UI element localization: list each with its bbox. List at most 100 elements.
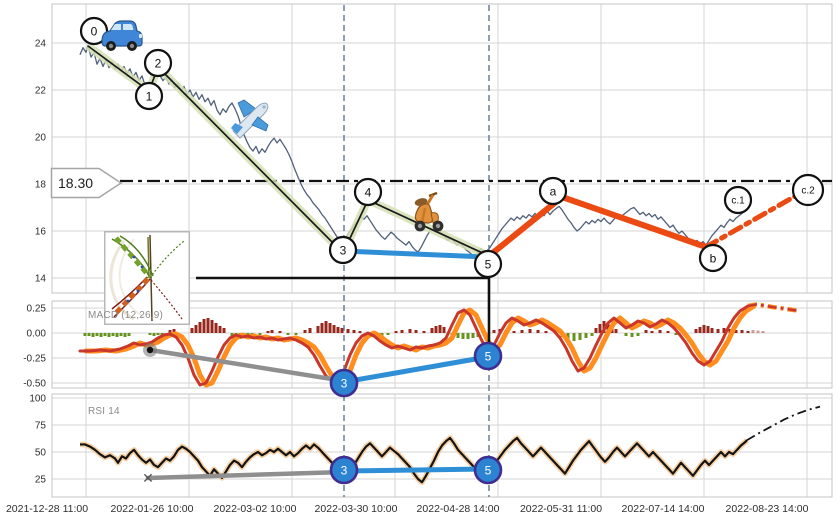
macd-histogram-bar bbox=[466, 333, 470, 339]
car-icon[interactable] bbox=[99, 17, 145, 55]
rsi-gray-line bbox=[145, 469, 347, 481]
macd-histogram-bar bbox=[422, 331, 426, 333]
macd-ytick-label: 0.00 bbox=[27, 329, 47, 340]
macd-histogram-bar bbox=[492, 330, 496, 333]
price-blue-line bbox=[340, 248, 490, 260]
macd-histogram-bar bbox=[456, 333, 460, 338]
car-headlight bbox=[139, 34, 142, 38]
airplane-fuselage bbox=[232, 102, 269, 139]
macd-histogram-bar bbox=[386, 333, 390, 335]
wave-point-label-c.1: c.1 bbox=[731, 196, 745, 207]
macd-histogram-bar bbox=[115, 333, 119, 337]
macd-histogram-bar bbox=[99, 333, 103, 337]
macd-histogram-bar bbox=[636, 333, 640, 336]
wave-point-circle-5[interactable] bbox=[473, 249, 503, 279]
macd-histogram-bar bbox=[572, 333, 576, 341]
macd-histogram-bar bbox=[103, 333, 107, 336]
airplane-icon[interactable] bbox=[230, 95, 274, 141]
macd-histogram-bar bbox=[722, 328, 726, 333]
car-window bbox=[111, 24, 121, 30]
macd-histogram-bar bbox=[710, 328, 714, 333]
macd-histogram-bar bbox=[566, 333, 570, 339]
macd-histogram-bar bbox=[107, 333, 111, 337]
macd-histogram-bar bbox=[584, 333, 588, 338]
wave-point-circle-2[interactable] bbox=[143, 48, 173, 78]
price-level-callout[interactable]: 18.30 bbox=[50, 166, 124, 200]
wave-point-label-3: 3 bbox=[340, 244, 347, 258]
macd-histogram-bar bbox=[761, 331, 765, 333]
scooter-fork bbox=[420, 207, 427, 224]
wave-point-circle-1[interactable] bbox=[134, 81, 164, 111]
macd-histogram-bar bbox=[214, 323, 218, 333]
macd-histogram-bar bbox=[734, 330, 738, 333]
target-circle-label-5: 5 bbox=[485, 350, 492, 364]
x-axis-label: 2022-03-30 10:00 bbox=[315, 503, 398, 515]
macd-histogram-bar bbox=[614, 329, 618, 333]
wave-point-circle-c.2[interactable] bbox=[791, 173, 825, 207]
airplane-cockpit bbox=[262, 105, 266, 109]
rsi-ytick-label: 75 bbox=[35, 421, 47, 432]
macd-histogram-bar bbox=[400, 330, 404, 333]
gray-star-marker[interactable]: ✕ bbox=[142, 471, 154, 487]
scooter-wheel-hub bbox=[417, 223, 423, 229]
scooter-icon[interactable] bbox=[409, 191, 449, 233]
macd-histogram-bar bbox=[698, 327, 702, 333]
rsi-ytick-label: 100 bbox=[29, 394, 46, 405]
macd-histogram-bar bbox=[471, 333, 475, 338]
wave-point-circle-3[interactable] bbox=[328, 235, 358, 265]
target-circle-3[interactable] bbox=[329, 455, 359, 485]
macd-histogram-bar bbox=[716, 329, 720, 333]
price-callout-shape bbox=[50, 167, 123, 199]
macd-histogram-bar bbox=[756, 330, 760, 333]
macd-gray-line bbox=[147, 347, 347, 384]
x-axis-label: 2022-03-02 10:00 bbox=[214, 503, 297, 515]
target-circle-label-3: 3 bbox=[341, 377, 348, 391]
macd-histogram-bar bbox=[222, 328, 226, 333]
wave-point-label-b: b bbox=[710, 252, 717, 266]
macd-panel-border bbox=[51, 300, 833, 389]
inset-green-curve bbox=[119, 235, 154, 277]
wave-point-circle-b[interactable] bbox=[698, 243, 728, 273]
macd-histogram-bar bbox=[156, 333, 160, 335]
macd-histogram-bar bbox=[694, 329, 698, 333]
wave-point-circle-4[interactable] bbox=[353, 177, 383, 207]
macd-histogram-bar bbox=[210, 320, 214, 333]
target-circle-3[interactable] bbox=[329, 368, 359, 398]
macd-histogram-bar bbox=[624, 333, 628, 336]
macd-blue-line bbox=[341, 354, 490, 385]
macd-histogram-bar bbox=[702, 325, 706, 333]
gray-dot-marker[interactable] bbox=[146, 346, 154, 354]
macd-histogram-bar bbox=[190, 328, 194, 333]
macd-histogram-bar bbox=[168, 330, 172, 333]
x-axis-label: 2022-08-23 14:00 bbox=[726, 503, 809, 515]
target-circle-label-3: 3 bbox=[341, 464, 348, 478]
macd-histogram-bar bbox=[666, 331, 670, 333]
elliott-inset-thumbnail[interactable] bbox=[104, 231, 190, 325]
macd-projection-dash bbox=[747, 303, 801, 313]
inset-orange-band bbox=[114, 277, 150, 315]
wave-point-circle-0[interactable] bbox=[79, 16, 109, 46]
car-wheel-hub bbox=[129, 43, 135, 49]
airplane-tail bbox=[231, 123, 243, 134]
target-circle-5[interactable] bbox=[473, 341, 503, 371]
macd-histogram-bar bbox=[230, 333, 234, 336]
macd-histogram-bar bbox=[218, 326, 222, 333]
macd-histogram-bar bbox=[95, 333, 99, 336]
car-window bbox=[123, 24, 134, 30]
macd-histogram-bar bbox=[528, 329, 532, 333]
inset-axis-line bbox=[149, 234, 153, 322]
macd-histogram-bar bbox=[658, 330, 662, 333]
macd-histogram-bar bbox=[408, 329, 412, 333]
macd-histogram-bar bbox=[308, 328, 312, 333]
price-ytick-label: 14 bbox=[35, 274, 47, 285]
wave-point-circle-c.1[interactable] bbox=[723, 185, 753, 215]
inset-dot bbox=[136, 289, 140, 293]
macd-histogram-bar bbox=[148, 333, 152, 335]
target-circle-5[interactable] bbox=[473, 455, 503, 485]
macd-histogram-bar bbox=[270, 330, 274, 333]
macd-histogram-bar bbox=[328, 323, 332, 333]
wave-point-circle-a[interactable] bbox=[538, 176, 568, 206]
inset-dot bbox=[132, 255, 136, 259]
macd-histogram-bar bbox=[674, 333, 678, 335]
